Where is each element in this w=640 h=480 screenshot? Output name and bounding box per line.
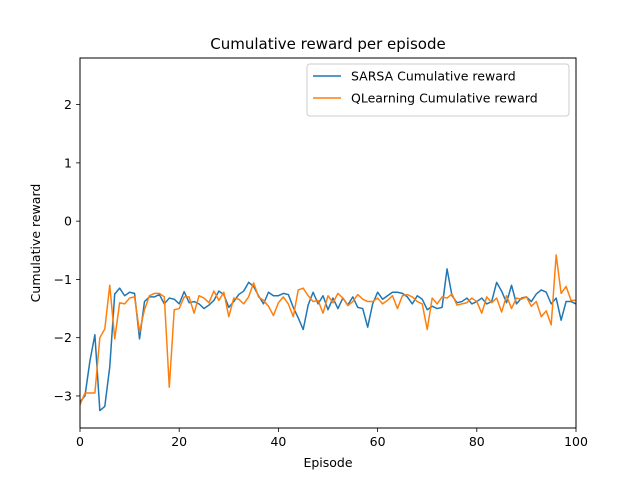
x-tick-label: 20 <box>171 434 187 449</box>
series-line-qlearning <box>80 254 576 405</box>
legend-label: SARSA Cumulative reward <box>351 69 516 84</box>
legend-label: QLearning Cumulative reward <box>351 91 538 106</box>
y-tick-label: −1 <box>54 272 72 287</box>
series-line-sarsa <box>80 268 576 412</box>
y-tick-label: 2 <box>64 97 72 112</box>
legend-box <box>306 63 570 117</box>
x-tick-label: 0 <box>76 434 84 449</box>
y-tick-label: 1 <box>64 155 72 170</box>
chart-title: Cumulative reward per episode <box>210 35 445 53</box>
x-tick-label: 40 <box>270 434 286 449</box>
plot-frame <box>79 57 577 429</box>
y-tick-label: −2 <box>54 330 72 345</box>
x-tick-label: 100 <box>564 434 588 449</box>
x-axis-ticks: 0 20 40 60 80 100 <box>76 428 588 449</box>
y-tick-label: 0 <box>64 214 72 229</box>
y-tick-label: −3 <box>54 388 72 403</box>
x-tick-label: 60 <box>370 434 386 449</box>
legend: SARSA Cumulative reward QLearning Cumulat… <box>306 63 570 117</box>
plot-lines <box>80 254 576 412</box>
y-axis-label: Cumulative reward <box>28 184 43 303</box>
y-axis-ticks: −3 −2 −1 0 1 2 <box>54 97 80 403</box>
x-tick-label: 80 <box>469 434 485 449</box>
x-axis-label: Episode <box>303 455 352 470</box>
